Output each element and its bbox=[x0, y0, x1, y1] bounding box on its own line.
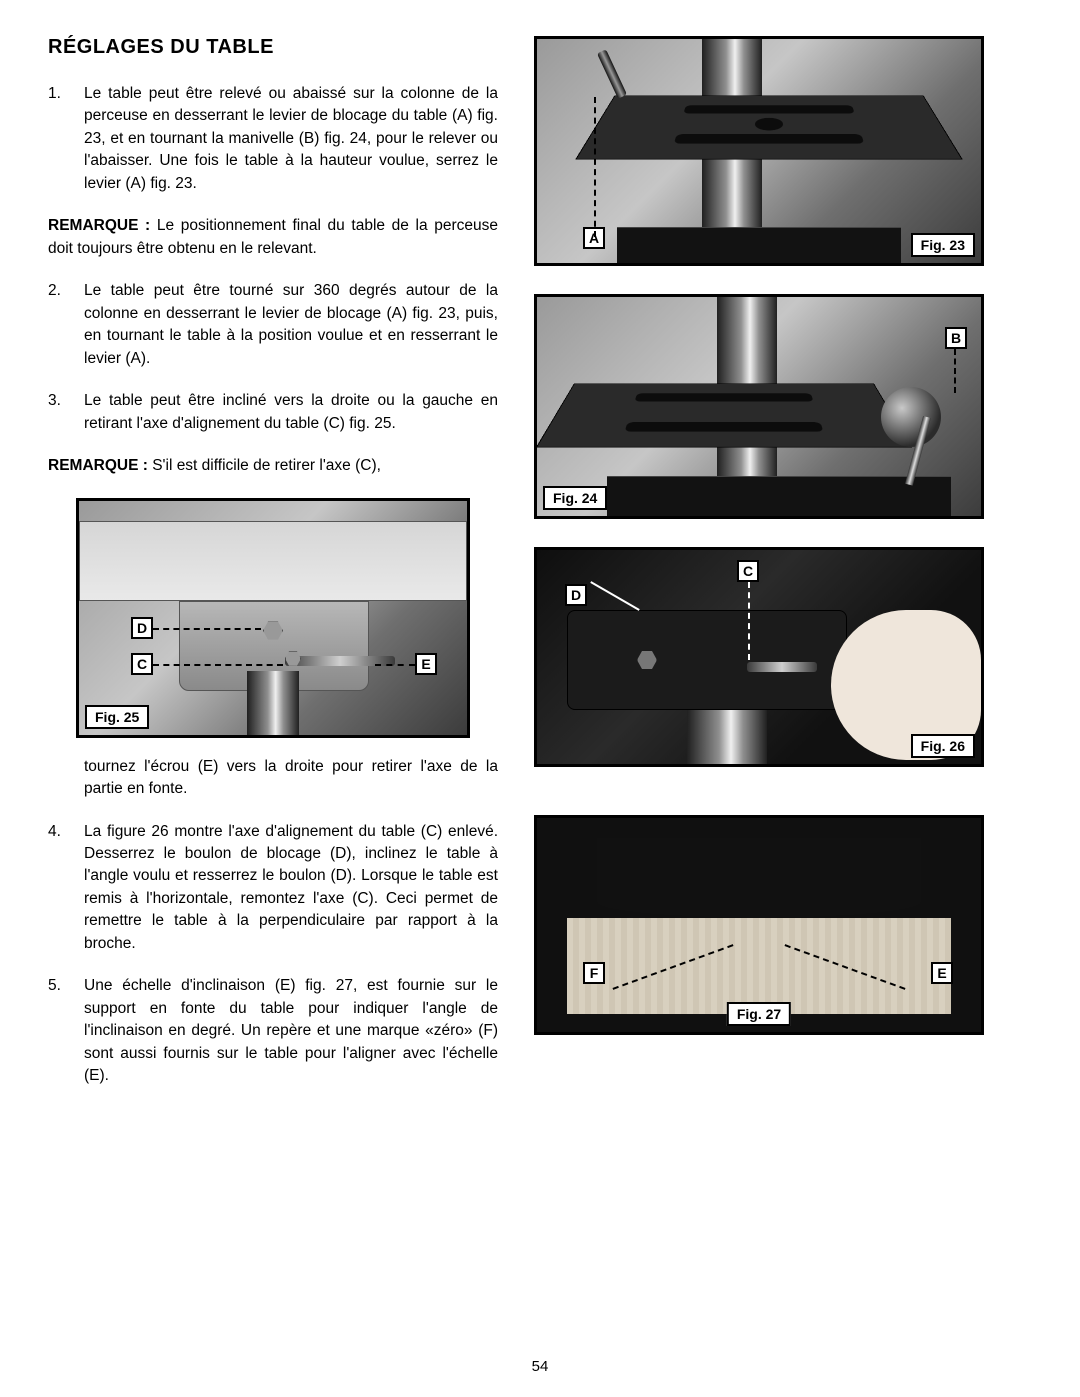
callout-b: B bbox=[945, 327, 967, 349]
step-number: 4. bbox=[48, 821, 84, 956]
figure-23: A Fig. 23 bbox=[534, 36, 984, 266]
callout-c: C bbox=[737, 560, 759, 582]
remark-1: REMARQUE : Le positionnement final du ta… bbox=[48, 215, 498, 260]
remark-text: S'il est difficile de retirer l'axe (C), bbox=[148, 457, 381, 474]
figure-26: C D Fig. 26 bbox=[534, 547, 984, 767]
step-1: 1. Le table peut être relevé ou abaissé … bbox=[48, 83, 498, 195]
step-text: Le table peut être incliné vers la droit… bbox=[84, 390, 498, 435]
callout-f: F bbox=[583, 962, 605, 984]
figure-caption: Fig. 26 bbox=[911, 734, 975, 758]
remark-lead: REMARQUE : bbox=[48, 457, 148, 474]
step-text: Le table peut être tourné sur 360 degrés… bbox=[84, 280, 498, 370]
remark-2-cont: tournez l'écrou (E) vers la droite pour … bbox=[48, 756, 498, 801]
step-number: 5. bbox=[48, 975, 84, 1087]
step-number: 1. bbox=[48, 83, 84, 195]
step-text: Une échelle d'inclinaison (E) fig. 27, e… bbox=[84, 975, 498, 1087]
figure-caption: Fig. 24 bbox=[543, 486, 607, 510]
callout-d: D bbox=[565, 584, 587, 606]
remark-2: REMARQUE : S'il est difficile de retirer… bbox=[48, 455, 498, 477]
callout-e: E bbox=[415, 653, 437, 675]
callout-c: C bbox=[131, 653, 153, 675]
figure-caption: Fig. 27 bbox=[727, 1002, 791, 1026]
figure-24: B Fig. 24 bbox=[534, 294, 984, 519]
figure-25: D C E Fig. 25 bbox=[76, 498, 470, 738]
figure-caption: Fig. 25 bbox=[85, 705, 149, 729]
right-column: A Fig. 23 B Fig. 24 bbox=[534, 36, 984, 1108]
step-2: 2. Le table peut être tourné sur 360 deg… bbox=[48, 280, 498, 370]
step-5: 5. Une échelle d'inclinaison (E) fig. 27… bbox=[48, 975, 498, 1087]
figure-27: F E Fig. 27 bbox=[534, 815, 984, 1035]
figure-caption: Fig. 23 bbox=[911, 233, 975, 257]
left-column: RÉGLAGES DU TABLE 1. Le table peut être … bbox=[48, 36, 498, 1108]
step-number: 2. bbox=[48, 280, 84, 370]
page-number: 54 bbox=[0, 1358, 1080, 1375]
callout-d: D bbox=[131, 617, 153, 639]
remark-lead: REMARQUE : bbox=[48, 217, 150, 234]
step-number: 3. bbox=[48, 390, 84, 435]
step-text: La figure 26 montre l'axe d'alignement d… bbox=[84, 821, 498, 956]
section-title: RÉGLAGES DU TABLE bbox=[48, 36, 498, 59]
step-3: 3. Le table peut être incliné vers la dr… bbox=[48, 390, 498, 435]
step-text: Le table peut être relevé ou abaissé sur… bbox=[84, 83, 498, 195]
figure-25-wrap: D C E Fig. 25 bbox=[48, 498, 498, 738]
step-4: 4. La figure 26 montre l'axe d'alignemen… bbox=[48, 821, 498, 956]
callout-e: E bbox=[931, 962, 953, 984]
